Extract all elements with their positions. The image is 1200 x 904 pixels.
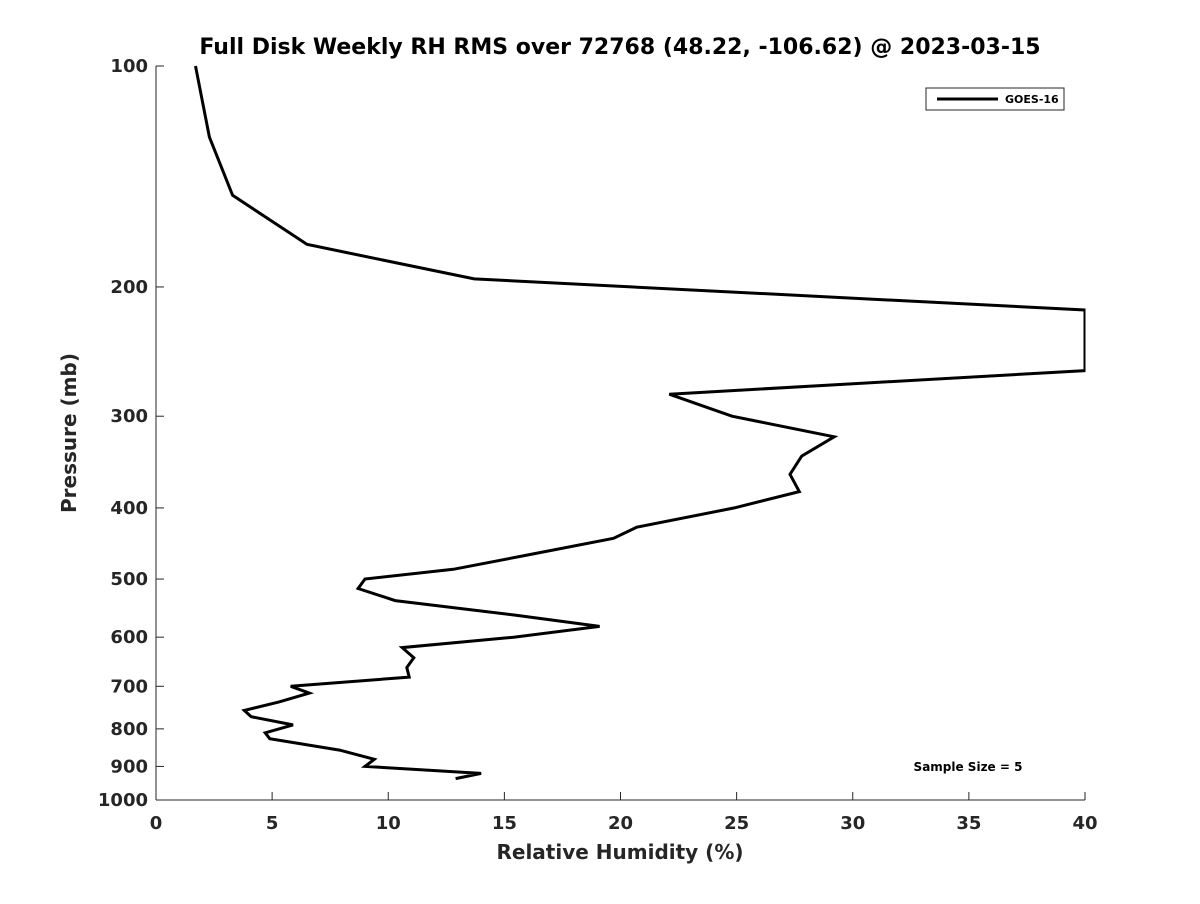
legend: GOES-16 [925, 87, 1065, 111]
x-tick-label: 40 [1072, 813, 1097, 834]
y-tick-label: 700 [110, 676, 148, 697]
y-tick-label: 100 [110, 56, 148, 77]
y-tick-label: 500 [110, 569, 148, 590]
y-tick-label: 600 [110, 627, 148, 648]
legend-label-goes-16: GOES-16 [1005, 93, 1059, 106]
y-tick-label: 1000 [98, 790, 148, 811]
sample-size-annotation: Sample Size = 5 [914, 760, 1023, 774]
x-tick-label: 0 [150, 813, 163, 834]
x-tick-label: 5 [266, 813, 279, 834]
x-axis-label: Relative Humidity (%) [496, 840, 743, 864]
series-group [194, 65, 1086, 781]
x-tick-label: 10 [376, 813, 401, 834]
x-ticks: 0 5 10 15 20 25 30 35 40 [150, 792, 1098, 834]
y-ticks: 100 200 300 400 500 600 700 800 900 1000 [98, 56, 164, 811]
x-tick-label: 25 [724, 813, 749, 834]
x-tick-label: 30 [840, 813, 865, 834]
x-tick-label: 15 [492, 813, 517, 834]
chart-title: Full Disk Weekly RH RMS over 72768 (48.2… [199, 35, 1040, 60]
x-tick-label: 35 [956, 813, 981, 834]
x-tick-label: 20 [608, 813, 633, 834]
y-tick-label: 800 [110, 719, 148, 740]
y-tick-label: 900 [110, 756, 148, 777]
y-tick-label: 400 [110, 498, 148, 519]
y-tick-label: 300 [110, 406, 148, 427]
series-line-goes-16 [194, 65, 1086, 781]
y-axis-label: Pressure (mb) [57, 353, 81, 513]
y-tick-label: 200 [110, 277, 148, 298]
